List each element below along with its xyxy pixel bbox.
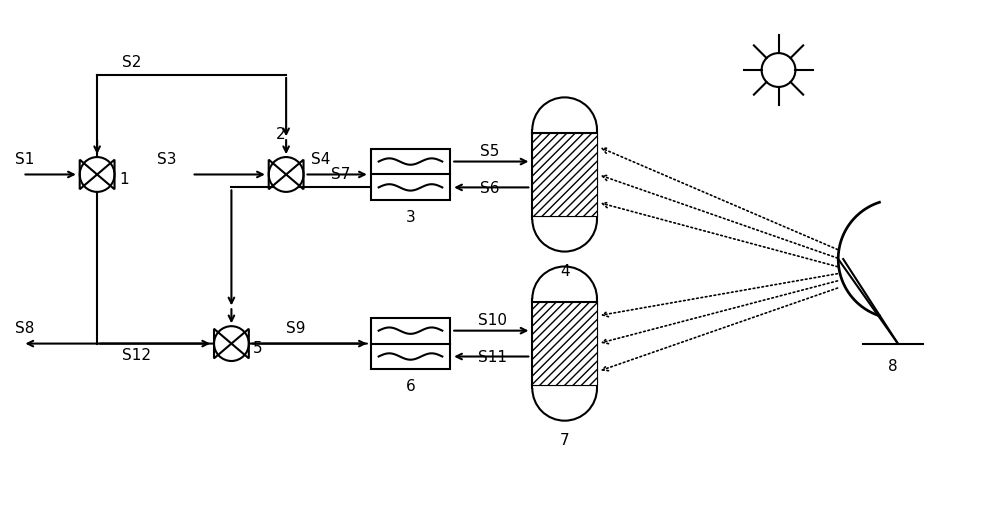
Circle shape <box>80 157 115 192</box>
Text: S6: S6 <box>480 181 500 196</box>
Text: S7: S7 <box>331 168 350 183</box>
Text: 2: 2 <box>276 126 286 142</box>
Text: 7: 7 <box>560 433 569 448</box>
Text: 4: 4 <box>560 263 569 278</box>
Text: S5: S5 <box>480 143 499 159</box>
Text: 8: 8 <box>888 359 898 373</box>
Bar <box>371 318 450 369</box>
Text: S2: S2 <box>122 55 141 70</box>
Text: S8: S8 <box>15 321 34 335</box>
Text: 3: 3 <box>406 211 415 225</box>
Text: S11: S11 <box>478 351 507 366</box>
Circle shape <box>214 326 249 361</box>
Text: S3: S3 <box>157 151 176 167</box>
Text: S12: S12 <box>122 349 151 363</box>
Bar <box>532 133 597 216</box>
Text: S1: S1 <box>15 151 34 167</box>
Bar <box>371 149 450 200</box>
Circle shape <box>269 157 304 192</box>
Text: S4: S4 <box>311 151 330 167</box>
Text: 5: 5 <box>253 341 263 356</box>
Bar <box>532 302 597 385</box>
Text: 1: 1 <box>119 172 129 187</box>
Text: S9: S9 <box>286 321 306 335</box>
Text: S10: S10 <box>478 313 507 327</box>
Text: 6: 6 <box>406 379 415 395</box>
